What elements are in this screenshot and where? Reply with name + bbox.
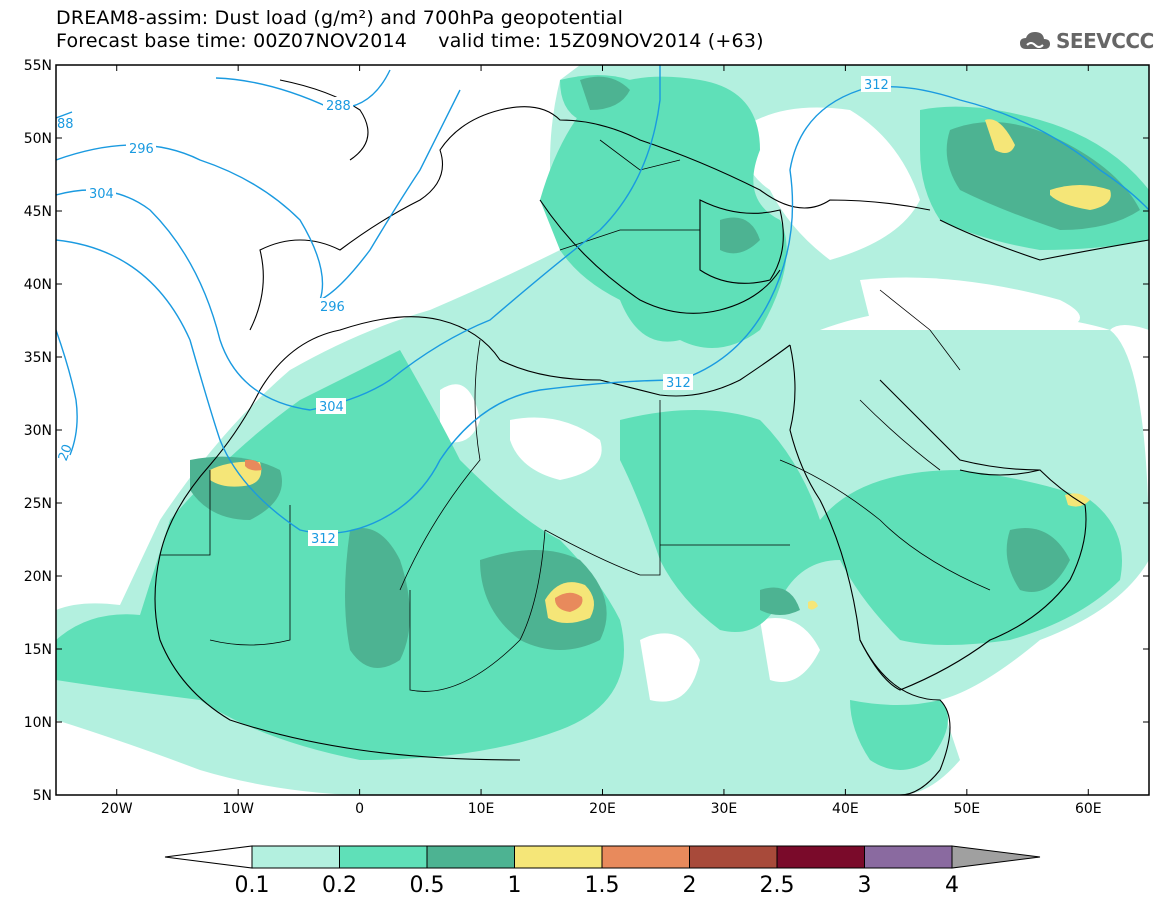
contour-labels: 288 296 304 296 304 312 312 312 88 20 (56, 76, 891, 547)
dust-level-0.2 (56, 350, 624, 760)
dust-level-1.5 (555, 592, 583, 612)
colorbar-segment (601, 845, 690, 869)
colorbar-label: 0.5 (410, 873, 445, 898)
contour-label: 20 (56, 442, 76, 463)
contour-label: 304 (319, 400, 344, 415)
contour-label: 88 (57, 117, 74, 132)
longitude-axis: 20W 10W 0 10E 20E 30E 40E 50E 60E (101, 65, 1102, 817)
geopotential-contours (56, 65, 1149, 534)
latitude-axis: 55N 50N 45N 40N 35N 30N 25N 20N 15N 10N 5N (24, 58, 1149, 804)
colorbar-label: 2.5 (760, 873, 795, 898)
country-borders (160, 139, 991, 692)
chart-title: DREAM8-assim: Dust load (g/m²) and 700hP… (56, 7, 624, 29)
colorbar-segment (339, 845, 428, 869)
dust-level-0.5 (345, 528, 410, 668)
colorbar-segment (251, 845, 340, 869)
lon-tick-label: 20W (101, 801, 133, 817)
lon-tick-label: 50E (953, 801, 980, 817)
cloud-icon (1020, 32, 1050, 49)
lon-tick-label: 10E (468, 801, 495, 817)
colorbar-segment (426, 845, 515, 869)
logo-text: SEEVCCC (1056, 29, 1154, 53)
lat-tick-label: 50N (24, 131, 52, 147)
contour-label: 296 (320, 300, 345, 315)
coastlines (154, 79, 1149, 795)
lat-tick-label: 25N (24, 496, 52, 512)
lon-tick-label: 10W (222, 801, 254, 817)
colorbar-segment (514, 845, 603, 869)
colorbar-label: 0.2 (322, 873, 357, 898)
colorbar-segment (864, 845, 953, 869)
lat-tick-label: 15N (24, 642, 52, 658)
colorbar-label: 3 (858, 873, 872, 898)
lat-tick-label: 40N (24, 277, 52, 293)
colorbar-label: 2 (683, 873, 697, 898)
lat-tick-label: 45N (24, 204, 52, 220)
colorbar-label: 1 (508, 873, 522, 898)
lat-tick-label: 5N (33, 788, 52, 804)
contour-label: 304 (89, 187, 114, 202)
colorbar: 0.1 0.2 0.5 1 1.5 2 2.5 3 4 (164, 845, 1041, 898)
colorbar-label: 0.1 (235, 873, 270, 898)
seevccc-logo: SEEVCCC (1018, 26, 1154, 56)
colorbar-label: 4 (945, 873, 959, 898)
contour-label: 288 (326, 99, 351, 114)
colorbar-under-triangle (164, 845, 253, 869)
lon-tick-label: 30E (711, 801, 738, 817)
lon-tick-label: 40E (832, 801, 859, 817)
lon-tick-label: 20E (589, 801, 616, 817)
lat-tick-label: 30N (24, 423, 52, 439)
contour-label: 312 (311, 532, 336, 547)
lat-tick-label: 10N (24, 715, 52, 731)
lat-tick-label: 20N (24, 569, 52, 585)
lat-tick-label: 35N (24, 350, 52, 366)
lon-tick-label: 60E (1075, 801, 1102, 817)
lon-tick-label: 0 (355, 801, 364, 817)
dust-shading (56, 65, 1149, 795)
lat-tick-label: 55N (24, 58, 52, 74)
contour-label: 312 (666, 376, 691, 391)
contour-label: 296 (129, 142, 154, 157)
colorbar-segment (776, 845, 865, 869)
colorbar-segment (689, 845, 778, 869)
chart-subtitle: Forecast base time: 00Z07NOV2014 valid t… (56, 30, 764, 52)
contour-label: 312 (864, 78, 889, 93)
colorbar-over-triangle (951, 845, 1041, 869)
colorbar-label: 1.5 (585, 873, 620, 898)
